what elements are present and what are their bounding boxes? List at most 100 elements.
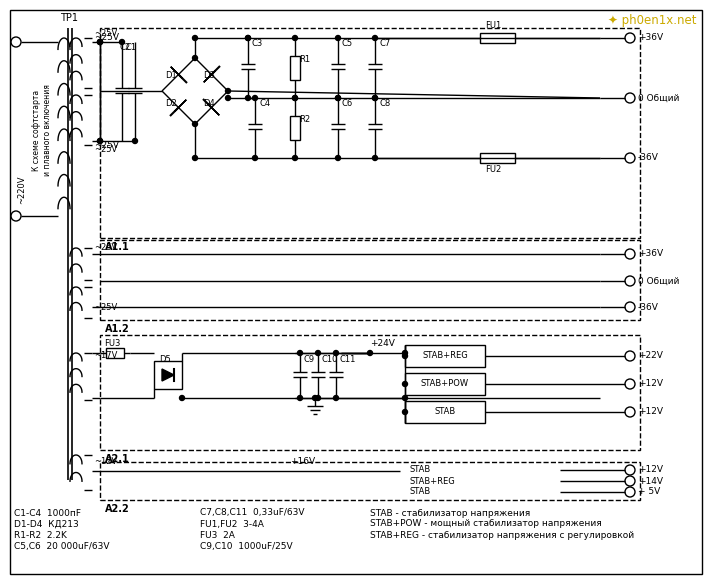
Text: ~220V: ~220V xyxy=(18,176,26,204)
Circle shape xyxy=(98,138,103,144)
Text: +12V: +12V xyxy=(638,380,663,388)
Text: FU1,FU2  3-4A: FU1,FU2 3-4A xyxy=(200,520,264,529)
Text: -36V: -36V xyxy=(638,154,659,162)
Text: R1: R1 xyxy=(299,55,310,64)
Polygon shape xyxy=(208,103,219,115)
Text: +24V: +24V xyxy=(370,339,395,347)
Circle shape xyxy=(372,96,377,100)
Circle shape xyxy=(333,395,338,401)
Text: STAB+POW - мощный стабилизатор напряжения: STAB+POW - мощный стабилизатор напряжени… xyxy=(370,520,602,529)
Text: К схеме софтстарта
и плавного включения: К схеме софтстарта и плавного включения xyxy=(32,84,52,176)
Bar xyxy=(100,462,640,500)
Polygon shape xyxy=(174,100,187,112)
Bar xyxy=(290,116,300,140)
Text: ~25V: ~25V xyxy=(94,144,117,154)
Text: C7: C7 xyxy=(379,40,390,48)
Text: STAB+REG - стабилизатор напряжения с регулировкой: STAB+REG - стабилизатор напряжения с рег… xyxy=(370,530,634,540)
Text: 0 Общий: 0 Общий xyxy=(638,276,679,286)
Bar xyxy=(290,56,300,80)
Text: ✦ ph0en1x.net: ✦ ph0en1x.net xyxy=(609,14,697,27)
Text: FU1: FU1 xyxy=(485,22,501,30)
Text: D1: D1 xyxy=(165,71,177,79)
Text: C1: C1 xyxy=(126,43,137,53)
Text: R2: R2 xyxy=(299,116,310,124)
Circle shape xyxy=(253,155,258,161)
Circle shape xyxy=(179,395,184,401)
Circle shape xyxy=(293,96,298,100)
Circle shape xyxy=(313,395,318,401)
Circle shape xyxy=(402,350,407,356)
Bar xyxy=(405,401,485,423)
Bar xyxy=(480,33,515,43)
Circle shape xyxy=(226,89,231,93)
Text: +12V: +12V xyxy=(638,408,663,416)
Text: D4: D4 xyxy=(203,99,215,109)
Circle shape xyxy=(192,55,197,61)
Text: A2.2: A2.2 xyxy=(105,504,130,514)
Text: R1-R2  2.2K: R1-R2 2.2K xyxy=(14,530,67,540)
Circle shape xyxy=(372,36,377,40)
Bar xyxy=(480,153,515,163)
Text: ~25V: ~25V xyxy=(94,304,117,312)
Text: A1.2: A1.2 xyxy=(105,324,130,334)
Circle shape xyxy=(367,350,372,356)
Text: C4: C4 xyxy=(259,99,270,109)
Text: STAB: STAB xyxy=(410,465,431,474)
Circle shape xyxy=(298,350,303,356)
Polygon shape xyxy=(162,369,174,381)
Text: ~12V: ~12V xyxy=(94,457,117,467)
Circle shape xyxy=(315,395,320,401)
Circle shape xyxy=(120,40,125,44)
Circle shape xyxy=(293,155,298,161)
Text: C8: C8 xyxy=(379,99,390,109)
Text: STAB: STAB xyxy=(434,408,456,416)
Text: +16V: +16V xyxy=(290,457,315,467)
Circle shape xyxy=(335,36,340,40)
Text: STAB: STAB xyxy=(410,488,431,496)
Text: C2: C2 xyxy=(120,43,131,53)
Polygon shape xyxy=(171,67,182,78)
Text: +12V: +12V xyxy=(638,465,663,474)
Circle shape xyxy=(253,96,258,100)
Circle shape xyxy=(192,155,197,161)
Text: C3: C3 xyxy=(252,40,263,48)
Text: ТР1: ТР1 xyxy=(60,13,78,23)
Bar xyxy=(100,240,640,320)
Text: C9,C10  1000uF/25V: C9,C10 1000uF/25V xyxy=(200,541,293,551)
Circle shape xyxy=(293,96,298,100)
Text: C5: C5 xyxy=(342,40,353,48)
Circle shape xyxy=(192,36,197,40)
Text: D2: D2 xyxy=(165,99,177,109)
Circle shape xyxy=(192,121,197,127)
Text: ~25V: ~25V xyxy=(94,33,119,43)
Circle shape xyxy=(402,395,407,401)
Text: FU3  2A: FU3 2A xyxy=(200,530,235,540)
Text: STAB+REG: STAB+REG xyxy=(410,477,456,485)
Text: 0 Общий: 0 Общий xyxy=(638,93,679,103)
Text: FU2: FU2 xyxy=(485,165,501,175)
Text: D5: D5 xyxy=(159,354,171,363)
Text: -36V: -36V xyxy=(638,303,659,311)
Text: +36V: +36V xyxy=(638,249,663,259)
Circle shape xyxy=(333,350,338,356)
Bar xyxy=(405,345,485,367)
Circle shape xyxy=(293,36,298,40)
Circle shape xyxy=(298,395,303,401)
Text: C7,C8,C11  0,33uF/63V: C7,C8,C11 0,33uF/63V xyxy=(200,509,305,517)
Circle shape xyxy=(132,138,137,144)
Text: ~17V: ~17V xyxy=(94,350,117,360)
Text: STAB - стабилизатор напряжения: STAB - стабилизатор напряжения xyxy=(370,509,530,517)
Circle shape xyxy=(372,96,377,100)
Circle shape xyxy=(402,353,407,359)
Text: C6: C6 xyxy=(342,99,353,109)
Text: ~25V: ~25V xyxy=(94,30,117,39)
Text: D1-D4  КД213: D1-D4 КД213 xyxy=(14,520,79,529)
Bar xyxy=(100,335,640,450)
Circle shape xyxy=(335,155,340,161)
Circle shape xyxy=(98,40,103,44)
Circle shape xyxy=(372,155,377,161)
Circle shape xyxy=(335,96,340,100)
Text: A2.1: A2.1 xyxy=(105,454,130,464)
Text: ~25V: ~25V xyxy=(94,244,117,252)
Circle shape xyxy=(246,36,251,40)
